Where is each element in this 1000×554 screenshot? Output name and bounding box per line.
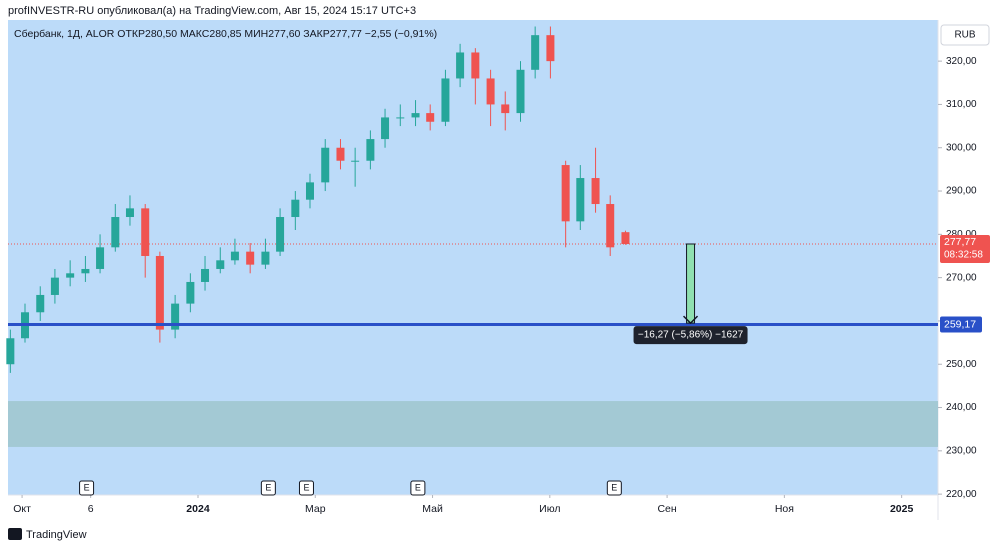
price-axis-bg: [940, 20, 996, 520]
level-label: 259,17: [944, 318, 976, 330]
y-tick-label: 310,00: [946, 99, 977, 110]
y-tick-label: 280,00: [946, 229, 977, 240]
candle-body: [366, 139, 375, 161]
candle-body: [411, 113, 420, 118]
candle-body: [6, 338, 15, 365]
candle-body: [321, 147, 330, 183]
candle-body: [66, 273, 75, 278]
event-marker: [606, 480, 622, 496]
candle-body: [155, 255, 164, 330]
candle-body: [201, 268, 210, 282]
zone: [8, 401, 938, 447]
x-tick-label: Мар: [305, 503, 326, 515]
event-label: E: [303, 482, 309, 492]
x-tick-label: Июл: [539, 503, 560, 515]
candle-body: [246, 251, 255, 265]
candle-body: [351, 160, 360, 162]
level-tag: [940, 316, 982, 333]
candle-body: [381, 117, 390, 140]
candle-body: [111, 217, 120, 248]
x-tick-label: Сен: [657, 503, 676, 515]
candle-body: [261, 251, 270, 265]
last-price-label: 277,77: [944, 236, 976, 248]
y-tick-label: 300,00: [946, 142, 977, 153]
event-label: E: [84, 482, 90, 492]
x-tick-label: 2024: [186, 503, 210, 515]
candle-body: [291, 199, 300, 218]
countdown: 08:32:58: [944, 250, 983, 261]
candle-body: [621, 232, 630, 244]
y-tick-label: 270,00: [946, 272, 977, 283]
candle-body: [516, 69, 525, 114]
candle-body: [141, 208, 150, 256]
candle-body: [96, 247, 105, 269]
x-tick-label: Май: [422, 503, 443, 515]
measure-box: [686, 243, 696, 324]
candle-body: [456, 52, 465, 79]
candle-body: [486, 78, 495, 105]
y-tick-label: 220,00: [946, 489, 977, 500]
y-tick-label: 240,00: [946, 402, 977, 413]
candle-body: [305, 182, 314, 200]
x-tick-label: Ноя: [775, 503, 794, 515]
candle-body: [36, 294, 45, 313]
brand-logo: [8, 528, 22, 540]
event-marker: [260, 480, 276, 496]
event-label: E: [265, 482, 271, 492]
y-tick-label: 320,00: [946, 56, 977, 67]
candle-body: [81, 268, 90, 274]
candle-body: [230, 251, 239, 261]
brand: TradingView: [26, 529, 87, 541]
last-price-tag: [940, 234, 990, 263]
header: profINVESTR-RU опубликовал(а) на Trading…: [8, 5, 416, 17]
event-marker: [410, 480, 426, 496]
candle-body: [606, 204, 615, 248]
candle-body: [471, 52, 480, 79]
y-tick-label: 290,00: [946, 186, 977, 197]
candle-body: [546, 35, 555, 62]
legend: Сбербанк, 1Д, ALOR ОТКР280,50 МАКС280,85…: [14, 28, 437, 40]
currency[interactable]: RUB: [954, 30, 975, 41]
candle-body: [216, 260, 225, 269]
event-label: E: [611, 482, 617, 492]
candle-body: [50, 277, 59, 295]
candle-body: [501, 104, 510, 114]
candle-body: [531, 35, 540, 70]
candle-body: [186, 281, 195, 304]
event-marker: [79, 480, 95, 496]
candle-body: [396, 117, 405, 119]
x-tick-label: 2025: [890, 503, 914, 515]
x-tick-label: 6: [88, 503, 94, 515]
candle-body: [576, 178, 585, 222]
candle-body: [125, 208, 134, 218]
y-tick-label: 230,00: [946, 445, 977, 456]
event-marker: [298, 480, 314, 496]
candle-body: [426, 113, 435, 122]
candle-body: [561, 165, 570, 222]
measure-label: −16,27 (−5,86%) −1627: [638, 330, 744, 341]
x-tick-label: Окт: [13, 503, 31, 515]
measure-arrow: [683, 315, 699, 325]
event-label: E: [415, 482, 421, 492]
candle-body: [336, 147, 345, 161]
y-tick-label: 250,00: [946, 359, 977, 370]
candle-body: [276, 217, 285, 252]
measure-tag: [633, 326, 748, 345]
currency-button[interactable]: [940, 24, 990, 46]
candle-body: [171, 303, 180, 330]
candle-body: [591, 178, 600, 205]
candle-body: [441, 78, 450, 122]
